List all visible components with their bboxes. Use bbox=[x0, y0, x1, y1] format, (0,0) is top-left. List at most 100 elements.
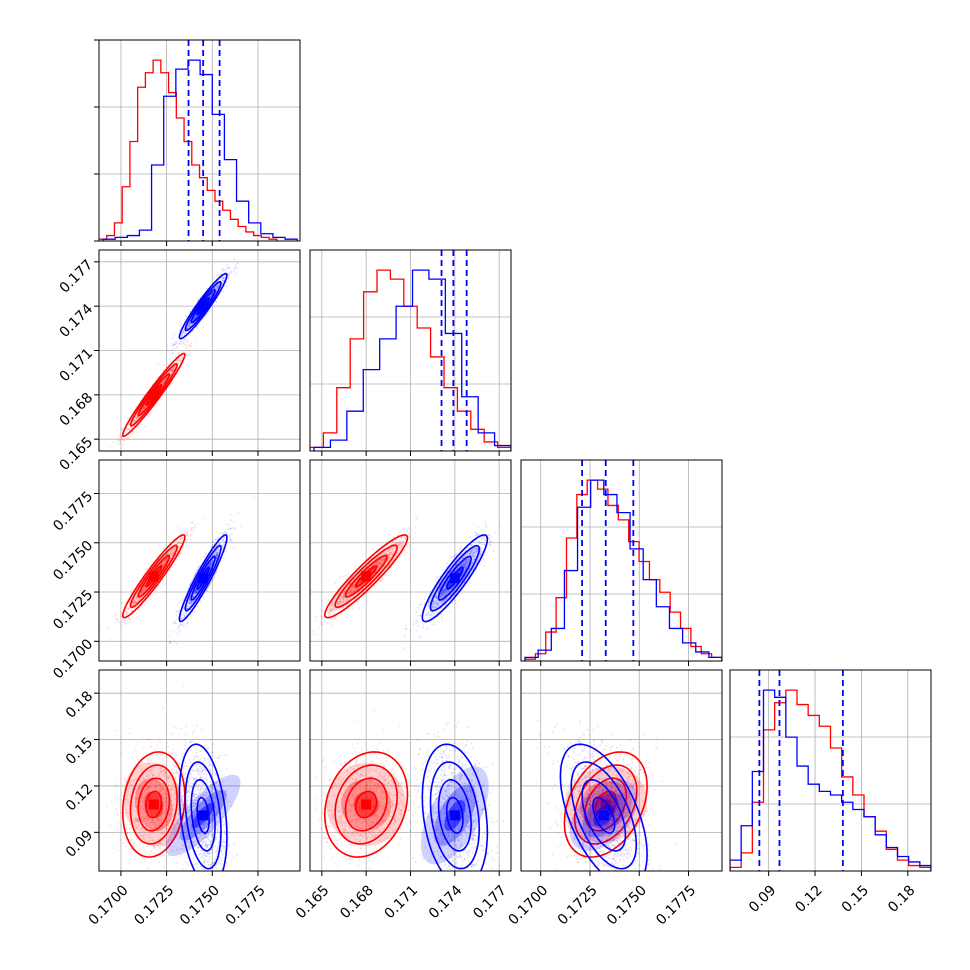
sample-point bbox=[143, 590, 145, 593]
sample-point bbox=[191, 611, 194, 613]
sample-point bbox=[340, 603, 342, 606]
sample-point bbox=[449, 556, 452, 559]
sample-point bbox=[353, 590, 356, 592]
sample-point bbox=[327, 598, 329, 601]
sample-point bbox=[186, 346, 189, 349]
sample-point bbox=[181, 351, 184, 354]
sample-point bbox=[215, 288, 218, 291]
sample-point bbox=[408, 546, 411, 549]
sample-point bbox=[409, 535, 411, 538]
sample-point bbox=[143, 586, 146, 589]
sample-point bbox=[148, 413, 150, 416]
sample-point bbox=[479, 552, 481, 555]
sample-point bbox=[347, 592, 349, 595]
sample-point bbox=[217, 542, 220, 545]
sample-point bbox=[135, 612, 138, 615]
sample-point bbox=[409, 532, 411, 535]
sample-point bbox=[404, 537, 407, 539]
sample-point bbox=[315, 615, 318, 618]
sample-point bbox=[172, 366, 175, 369]
sample-point bbox=[192, 596, 195, 598]
sample-point bbox=[387, 574, 389, 577]
sample-point bbox=[480, 528, 483, 531]
sample-point bbox=[216, 548, 218, 551]
sample-point bbox=[172, 553, 175, 555]
sample-point bbox=[216, 550, 219, 553]
sample-point bbox=[205, 287, 208, 290]
sample-point bbox=[174, 355, 177, 358]
sample-point bbox=[143, 405, 146, 408]
sample-point bbox=[208, 295, 211, 298]
sample-point bbox=[160, 562, 163, 565]
sample-point bbox=[478, 540, 481, 543]
sample-point bbox=[381, 559, 384, 561]
sample-point bbox=[195, 591, 197, 594]
sample-point bbox=[189, 345, 192, 348]
sample-point bbox=[222, 544, 225, 547]
sample-point bbox=[356, 601, 359, 604]
sample-point bbox=[215, 552, 218, 554]
sample-point bbox=[223, 536, 226, 539]
sample-point bbox=[351, 585, 354, 588]
sample-point bbox=[190, 535, 193, 538]
sample-point bbox=[408, 543, 411, 546]
sample-point bbox=[226, 264, 228, 266]
sample-point bbox=[144, 425, 146, 428]
sample-point bbox=[125, 427, 128, 430]
sample-point bbox=[178, 602, 181, 604]
sample-point bbox=[201, 326, 204, 329]
sample-point bbox=[440, 597, 443, 599]
sample-point bbox=[389, 551, 392, 554]
sample-point bbox=[162, 369, 165, 372]
sample-point bbox=[391, 548, 393, 551]
sample-point bbox=[370, 565, 373, 567]
sample-point bbox=[169, 373, 172, 376]
sample-point bbox=[191, 527, 194, 529]
sample-point bbox=[179, 623, 182, 626]
sample-point bbox=[404, 538, 407, 541]
sample-point bbox=[178, 544, 181, 547]
sample-point bbox=[478, 542, 481, 545]
sample-point bbox=[186, 535, 189, 538]
sample-point bbox=[100, 628, 103, 631]
sample-point bbox=[350, 589, 353, 592]
sample-point bbox=[194, 316, 197, 319]
sample-point bbox=[470, 554, 473, 556]
sample-point bbox=[222, 277, 224, 280]
sample-point bbox=[472, 555, 475, 557]
sample-point bbox=[121, 620, 124, 623]
sample-point bbox=[388, 549, 391, 552]
sample-point bbox=[129, 428, 132, 431]
sample-point bbox=[463, 563, 466, 566]
sample-point bbox=[223, 277, 225, 280]
sample-point bbox=[329, 610, 332, 613]
sample-point bbox=[161, 563, 164, 566]
sample-point bbox=[414, 532, 416, 534]
sample-point bbox=[187, 325, 189, 328]
sample-point bbox=[173, 621, 176, 624]
sample-point bbox=[143, 406, 146, 409]
sample-point bbox=[470, 551, 473, 554]
sample-point bbox=[178, 546, 181, 549]
sample-point bbox=[136, 414, 138, 416]
sample-point bbox=[442, 600, 445, 602]
sample-point bbox=[342, 600, 345, 603]
sample-point bbox=[387, 560, 390, 563]
sample-point bbox=[215, 300, 218, 303]
sample-point bbox=[397, 533, 400, 536]
sample-point bbox=[225, 532, 228, 534]
sample-point bbox=[340, 594, 343, 596]
density-peak bbox=[148, 389, 159, 400]
sample-point bbox=[170, 550, 173, 553]
sample-point bbox=[128, 607, 131, 610]
y-tick-label: 0.1750 bbox=[50, 538, 96, 584]
sample-point bbox=[168, 370, 171, 373]
density-peak bbox=[361, 571, 372, 582]
sample-point bbox=[180, 542, 183, 545]
sample-point bbox=[173, 347, 176, 350]
sample-point bbox=[184, 333, 187, 335]
sample-point bbox=[196, 325, 198, 328]
sample-point bbox=[179, 552, 182, 555]
sample-point bbox=[449, 598, 452, 601]
